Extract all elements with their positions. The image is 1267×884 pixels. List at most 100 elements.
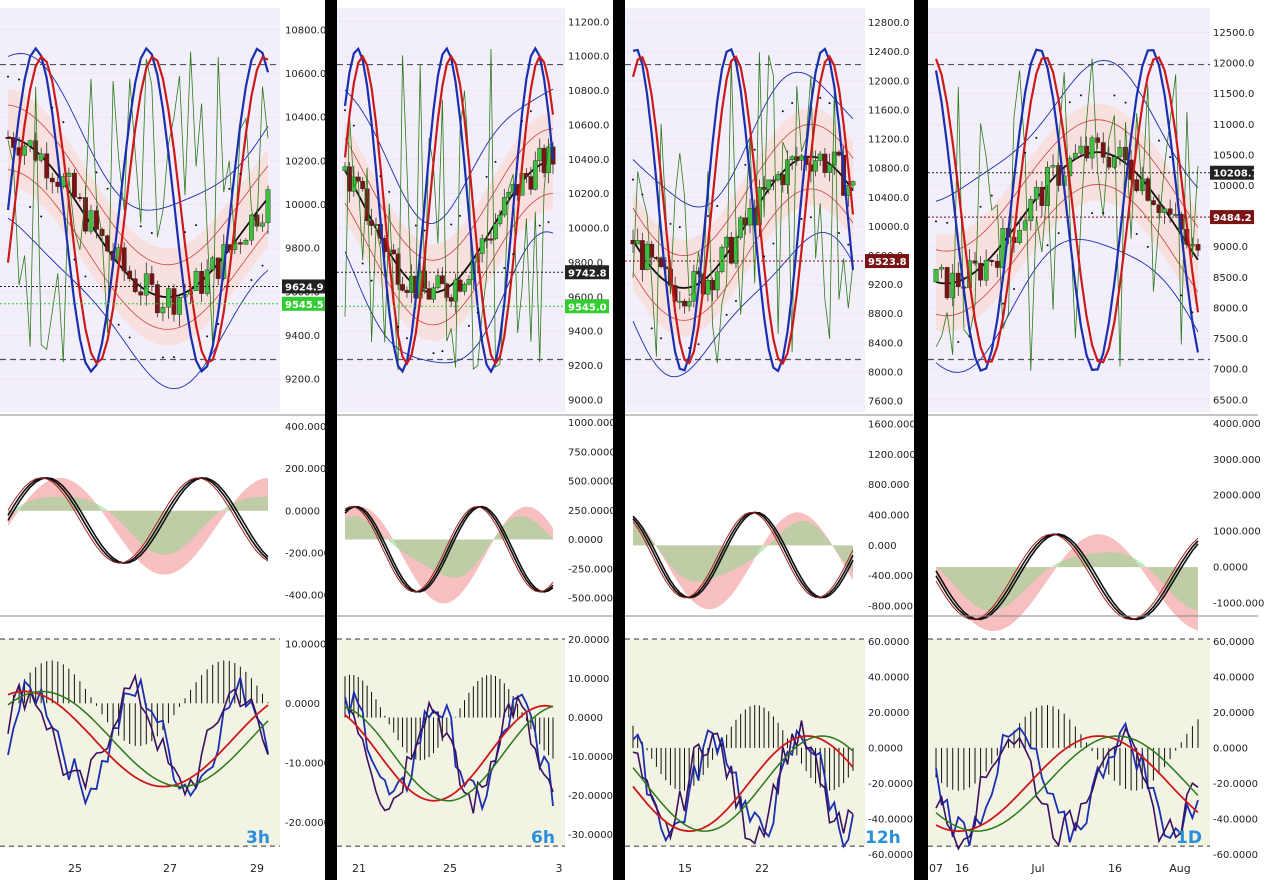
parabolic-sar-dot (352, 124, 355, 127)
price-tick-label: 9400.0 (285, 331, 320, 342)
candle-body (766, 179, 772, 190)
candle-body (714, 271, 720, 291)
candle-body (369, 220, 374, 226)
parabolic-sar-dot (1169, 156, 1172, 159)
candle-body (501, 197, 507, 216)
candle-body (27, 140, 33, 147)
parabolic-sar-dot (1046, 244, 1049, 247)
candle-body (537, 147, 543, 161)
parabolic-sar-dot (344, 109, 346, 112)
candle-body (644, 243, 650, 270)
parabolic-sar-dot (370, 279, 373, 282)
macd-tick-label: 0.0000 (285, 506, 320, 517)
candle-body (199, 271, 205, 294)
macd-tick-label: -200.0000 (285, 548, 336, 559)
candle-body (88, 210, 94, 232)
price-tick-label: 11000.0 (568, 52, 609, 63)
candle-body (836, 151, 842, 156)
price-tick-label: 9200.0 (868, 280, 903, 291)
price-tick-label: 12500.0 (1213, 28, 1254, 39)
candle-body (391, 249, 397, 254)
candle-body (541, 147, 547, 173)
price-tick-label: 10200.0 (285, 156, 326, 167)
parabolic-sar-dot (1079, 94, 1082, 97)
candle-body (1162, 208, 1167, 213)
price-tick-label: 10000.0 (1213, 181, 1254, 192)
parabolic-sar-dot (1024, 151, 1027, 154)
parabolic-sar-dot (632, 178, 634, 181)
parabolic-sar-dot (521, 119, 524, 122)
parabolic-sar-dot (763, 255, 766, 258)
candle-body (1078, 145, 1084, 154)
keltner-line-1 (7, 169, 269, 330)
candle-body (677, 300, 683, 303)
price-tick-label: 9800.0 (285, 244, 320, 255)
parabolic-sar-dot (837, 232, 840, 235)
price-tick-label: 12800.0 (868, 18, 909, 29)
price-tick-label: 9600.0 (568, 292, 603, 303)
x-tick-label: 22 (755, 862, 769, 875)
macd-line-1 (935, 533, 1199, 621)
parabolic-sar-dot (678, 226, 681, 229)
osc-tick-label: 0.0000 (868, 743, 903, 754)
parabolic-sar-dot (706, 214, 709, 217)
parabolic-sar-dot (1035, 136, 1038, 139)
candle-body (682, 300, 687, 307)
osc-zone-bg (0, 639, 280, 847)
candle-body (404, 290, 410, 293)
parabolic-sar-dot (800, 217, 803, 220)
candle-body (710, 280, 715, 291)
macd-line-0 (344, 505, 554, 593)
parabolic-sar-dot (772, 242, 775, 245)
osc-line-0 (935, 721, 1199, 847)
price-tick-label: 10000.0 (868, 222, 909, 233)
candle-body (944, 267, 950, 299)
osc-tick-label: 40.0000 (868, 672, 909, 683)
candle-body (1056, 165, 1062, 186)
parabolic-sar-dot (106, 187, 109, 190)
candle-body (1167, 208, 1173, 215)
price-tick-label: 9800.0 (568, 258, 603, 269)
macd-tick-label: 0.0000 (568, 535, 603, 546)
parabolic-sar-dot (990, 194, 993, 197)
price-tick-label: 12000.0 (868, 76, 909, 87)
parabolic-sar-dot (379, 175, 382, 178)
candle-body (215, 257, 221, 279)
macd-line-0 (7, 476, 269, 564)
parabolic-sar-dot (957, 341, 960, 344)
parabolic-sar-dot (217, 323, 220, 326)
candle-body (950, 272, 956, 299)
osc-tick-label: -10.0000 (285, 758, 330, 769)
candle-body (724, 236, 730, 248)
candle-body (5, 137, 11, 139)
x-tick-label: 16 (955, 862, 969, 875)
osc-tick-label: -10.0000 (568, 752, 613, 763)
candle-body (1089, 137, 1095, 159)
candle-body (364, 188, 370, 221)
parabolic-sar-dot (538, 224, 541, 227)
candle-body (49, 177, 55, 183)
macd-tick-label: -500.0000 (568, 593, 619, 604)
candle-body (780, 174, 786, 186)
osc-line-3 (935, 735, 1199, 832)
osc-tick-label: -40.0000 (868, 814, 913, 825)
parabolic-sar-dot (261, 264, 264, 267)
candle-body (160, 306, 166, 314)
macd-tick-label: 250.0000 (568, 506, 616, 517)
macd-tick-label: -1000.000 (1213, 599, 1264, 610)
parabolic-sar-dot (73, 258, 76, 261)
macd-tick-label: 1000.0000 (568, 418, 622, 429)
macd-line-2 (632, 511, 854, 599)
parabolic-sar-dot (388, 190, 391, 193)
parabolic-sar-dot (791, 101, 794, 104)
parabolic-sar-dot (62, 121, 65, 124)
macd-tick-label: 2000.000 (1213, 491, 1261, 502)
price-tick-label: 12000.0 (1213, 59, 1254, 70)
candle-body (789, 156, 795, 160)
macd-tick-label: -250.0000 (568, 564, 619, 575)
parabolic-sar-dot (450, 223, 453, 226)
parabolic-sar-dot (18, 78, 21, 81)
osc-line-3 (7, 690, 269, 788)
candle-body (193, 271, 199, 291)
price-tag-label: 9545.0 (568, 302, 607, 313)
